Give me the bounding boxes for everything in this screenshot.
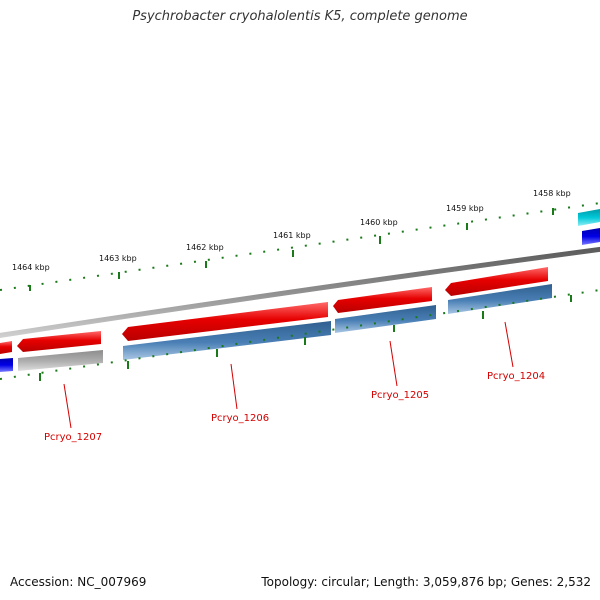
leader-line <box>63 383 72 429</box>
genome-backbone <box>0 246 600 338</box>
upper-minor-ticks <box>0 202 600 291</box>
forward-genes <box>0 267 548 354</box>
kbp-label: 1462 kbp <box>186 243 224 252</box>
leader-line <box>504 321 514 368</box>
cds-pcryo-1206[interactable] <box>123 321 331 360</box>
kbp-label: 1463 kbp <box>99 254 137 263</box>
accession-text: Accession: NC_007969 <box>10 575 147 589</box>
kbp-label: 1459 kbp <box>446 204 484 213</box>
kbp-label: 1461 kbp <box>273 231 311 240</box>
genome-summary-text: Topology: circular; Length: 3,059,876 bp… <box>261 575 591 589</box>
map-title: Psychrobacter cryohalolentis K5, complet… <box>132 9 468 24</box>
kbp-label: 1460 kbp <box>360 218 398 227</box>
gene-label[interactable]: Pcryo_1205 <box>371 390 429 401</box>
blue-feature-left[interactable] <box>0 358 13 372</box>
lower-tick-scale <box>0 289 600 381</box>
kbp-label: 1458 kbp <box>533 189 571 198</box>
gene-labels: Pcryo_1207 Pcryo_1206 Pcryo_1205 Pcryo_1… <box>44 371 545 443</box>
gene-label[interactable]: Pcryo_1207 <box>44 432 102 443</box>
gene-label[interactable]: Pcryo_1204 <box>487 371 545 382</box>
gene-arrow-pcryo-1207[interactable] <box>17 331 101 352</box>
kbp-labels: 1464 kbp 1463 kbp 1462 kbp 1461 kbp 1460… <box>12 189 571 272</box>
gene-arrow-pcryo-1205[interactable] <box>333 287 432 313</box>
leader-line <box>389 340 398 387</box>
leader-line <box>230 363 238 410</box>
gene-arrow-pcryo-1206[interactable] <box>122 302 328 341</box>
gene-label-leaders <box>63 321 514 429</box>
upper-tick-scale <box>0 202 600 291</box>
gene-label[interactable]: Pcryo_1206 <box>211 413 269 424</box>
blue-feature-right[interactable] <box>582 228 600 245</box>
cds-pcryo-1204[interactable] <box>448 284 552 314</box>
gene-arrow-pcryo-1204[interactable] <box>445 267 548 296</box>
lower-minor-ticks <box>0 289 600 380</box>
gene-arrow-left-edge[interactable] <box>0 341 12 354</box>
cyan-feature[interactable] <box>578 209 600 226</box>
grey-feature[interactable] <box>18 350 103 371</box>
kbp-label: 1464 kbp <box>12 263 50 272</box>
